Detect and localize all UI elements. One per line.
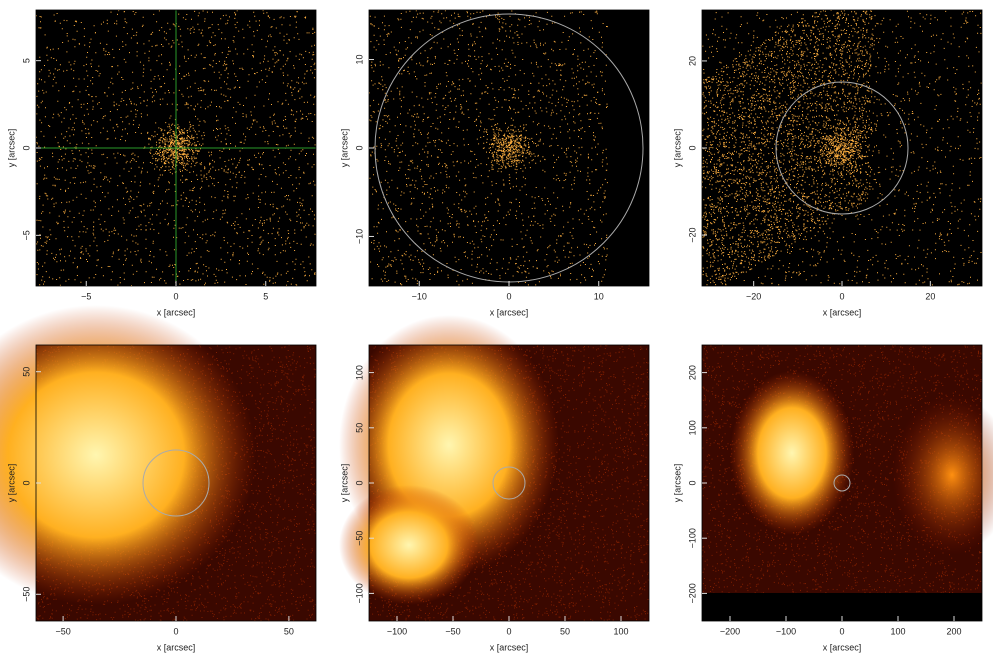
y-tick-label: 0 (354, 145, 364, 150)
x-tick-label: 5 (263, 291, 268, 301)
x-tick-label: 0 (506, 626, 511, 636)
y-tick-label: 20 (687, 56, 697, 66)
x-tick-label: −100 (387, 626, 407, 636)
y-axis-label: y [arcsec] (339, 464, 349, 503)
y-tick-label: 0 (354, 480, 364, 485)
extraction-region (142, 449, 210, 517)
x-axis-label: x [arcsec] (823, 642, 862, 652)
y-tick-label: 5 (21, 58, 31, 63)
x-tick-label: −10 (412, 291, 427, 301)
y-tick-label: −20 (687, 227, 697, 242)
extraction-region (492, 466, 526, 500)
y-axis-label: y [arcsec] (339, 129, 349, 168)
x-tick-label: −50 (55, 626, 70, 636)
y-tick-label: 0 (21, 480, 31, 485)
x-tick-label: 0 (839, 291, 844, 301)
x-axis-label: x [arcsec] (490, 307, 529, 317)
x-tick-label: 0 (173, 291, 178, 301)
x-axis-label: x [arcsec] (823, 307, 862, 317)
x-tick-label: −5 (81, 291, 91, 301)
y-tick-label: 0 (687, 480, 697, 485)
x-axis-label: x [arcsec] (490, 642, 529, 652)
y-tick-label: −100 (687, 528, 697, 548)
x-tick-label: 50 (284, 626, 294, 636)
x-tick-label: 100 (890, 626, 905, 636)
x-axis-label: x [arcsec] (157, 307, 196, 317)
y-tick-label: −10 (354, 229, 364, 244)
y-tick-label: −50 (21, 587, 31, 602)
x-tick-label: −20 (746, 291, 761, 301)
x-tick-label: 100 (613, 626, 628, 636)
y-tick-label: −200 (687, 583, 697, 603)
y-tick-label: −5 (21, 230, 31, 240)
remnant-emission (892, 395, 993, 555)
y-tick-label: −100 (354, 583, 364, 603)
x-tick-label: −200 (720, 626, 740, 636)
extraction-region (775, 81, 909, 215)
remnant-emission (730, 371, 854, 535)
x-tick-label: 10 (594, 291, 604, 301)
x-tick-label: −50 (445, 626, 460, 636)
y-tick-label: 50 (354, 423, 364, 433)
y-tick-label: 200 (687, 365, 697, 380)
x-tick-label: 0 (173, 626, 178, 636)
x-tick-label: 0 (839, 626, 844, 636)
y-axis-label: y [arcsec] (672, 464, 682, 503)
x-tick-label: 50 (560, 626, 570, 636)
x-tick-label: 200 (946, 626, 961, 636)
remnant-emission (339, 485, 479, 605)
y-tick-label: 10 (354, 55, 364, 65)
y-tick-label: 0 (687, 145, 697, 150)
remnant-emission (0, 305, 256, 605)
y-axis-label: y [arcsec] (672, 129, 682, 168)
y-tick-label: 100 (354, 365, 364, 380)
y-tick-label: −50 (354, 531, 364, 546)
x-tick-label: −100 (776, 626, 796, 636)
x-tick-label: 20 (925, 291, 935, 301)
y-tick-label: 100 (687, 420, 697, 435)
y-tick-label: 0 (21, 145, 31, 150)
extraction-region (833, 474, 851, 492)
y-tick-label: 50 (21, 367, 31, 377)
x-axis-label: x [arcsec] (157, 642, 196, 652)
photon-events (702, 10, 982, 286)
y-axis-label: y [arcsec] (6, 129, 16, 168)
y-axis-label: y [arcsec] (6, 464, 16, 503)
x-tick-label: 0 (506, 291, 511, 301)
